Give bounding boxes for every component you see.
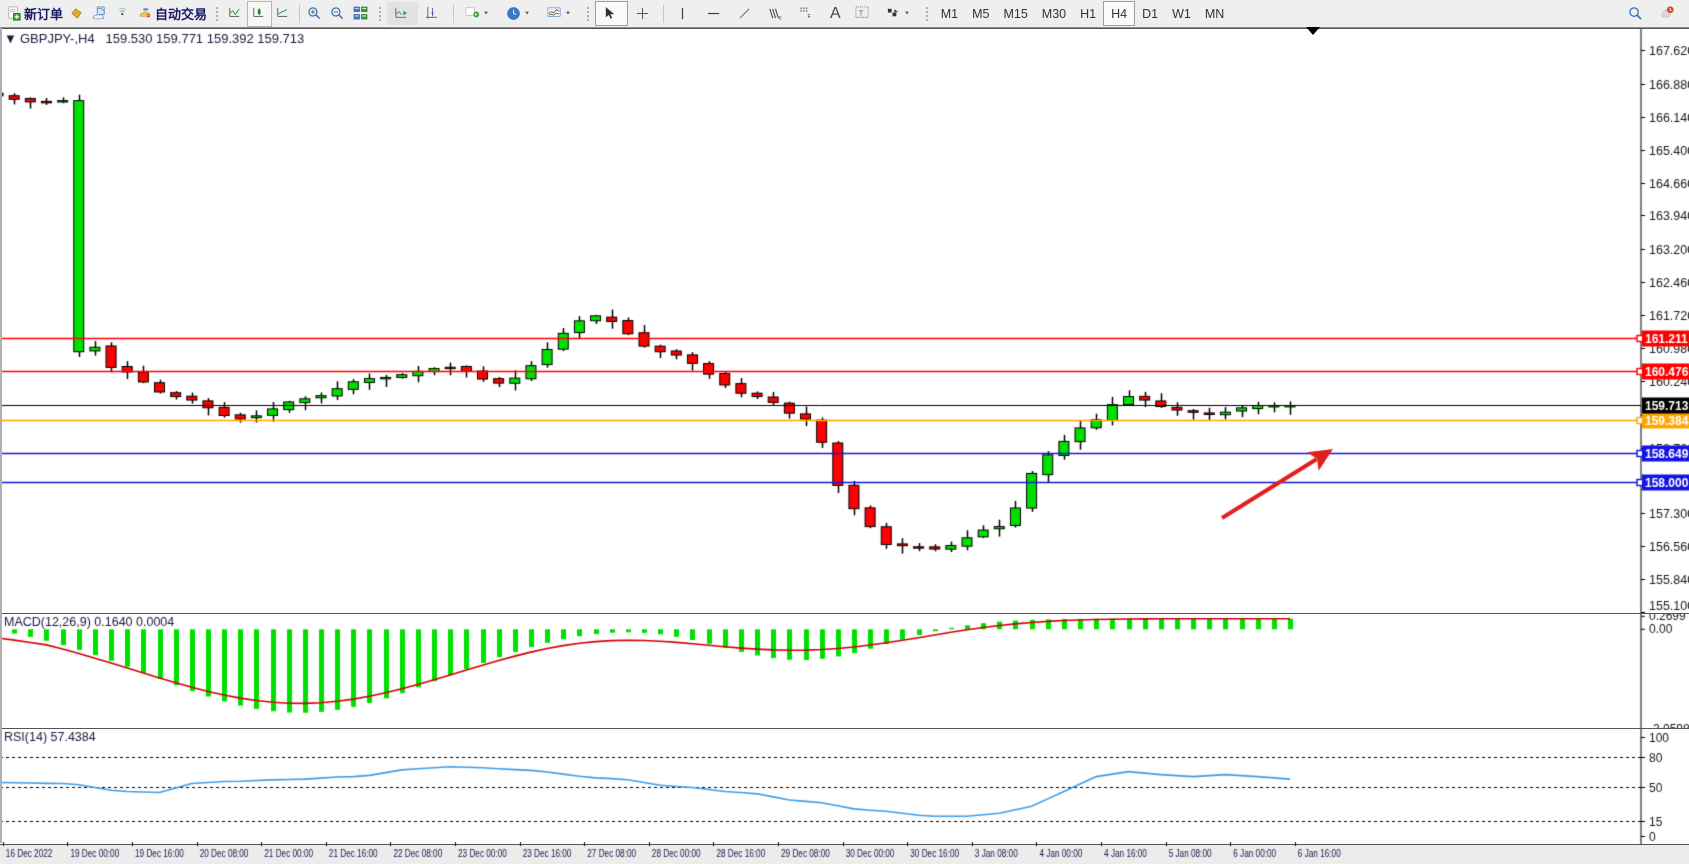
svg-text:T: T — [858, 8, 863, 17]
svg-text:F: F — [807, 14, 810, 20]
svg-text:E: E — [779, 16, 782, 21]
svg-text:1: 1 — [1669, 7, 1672, 12]
